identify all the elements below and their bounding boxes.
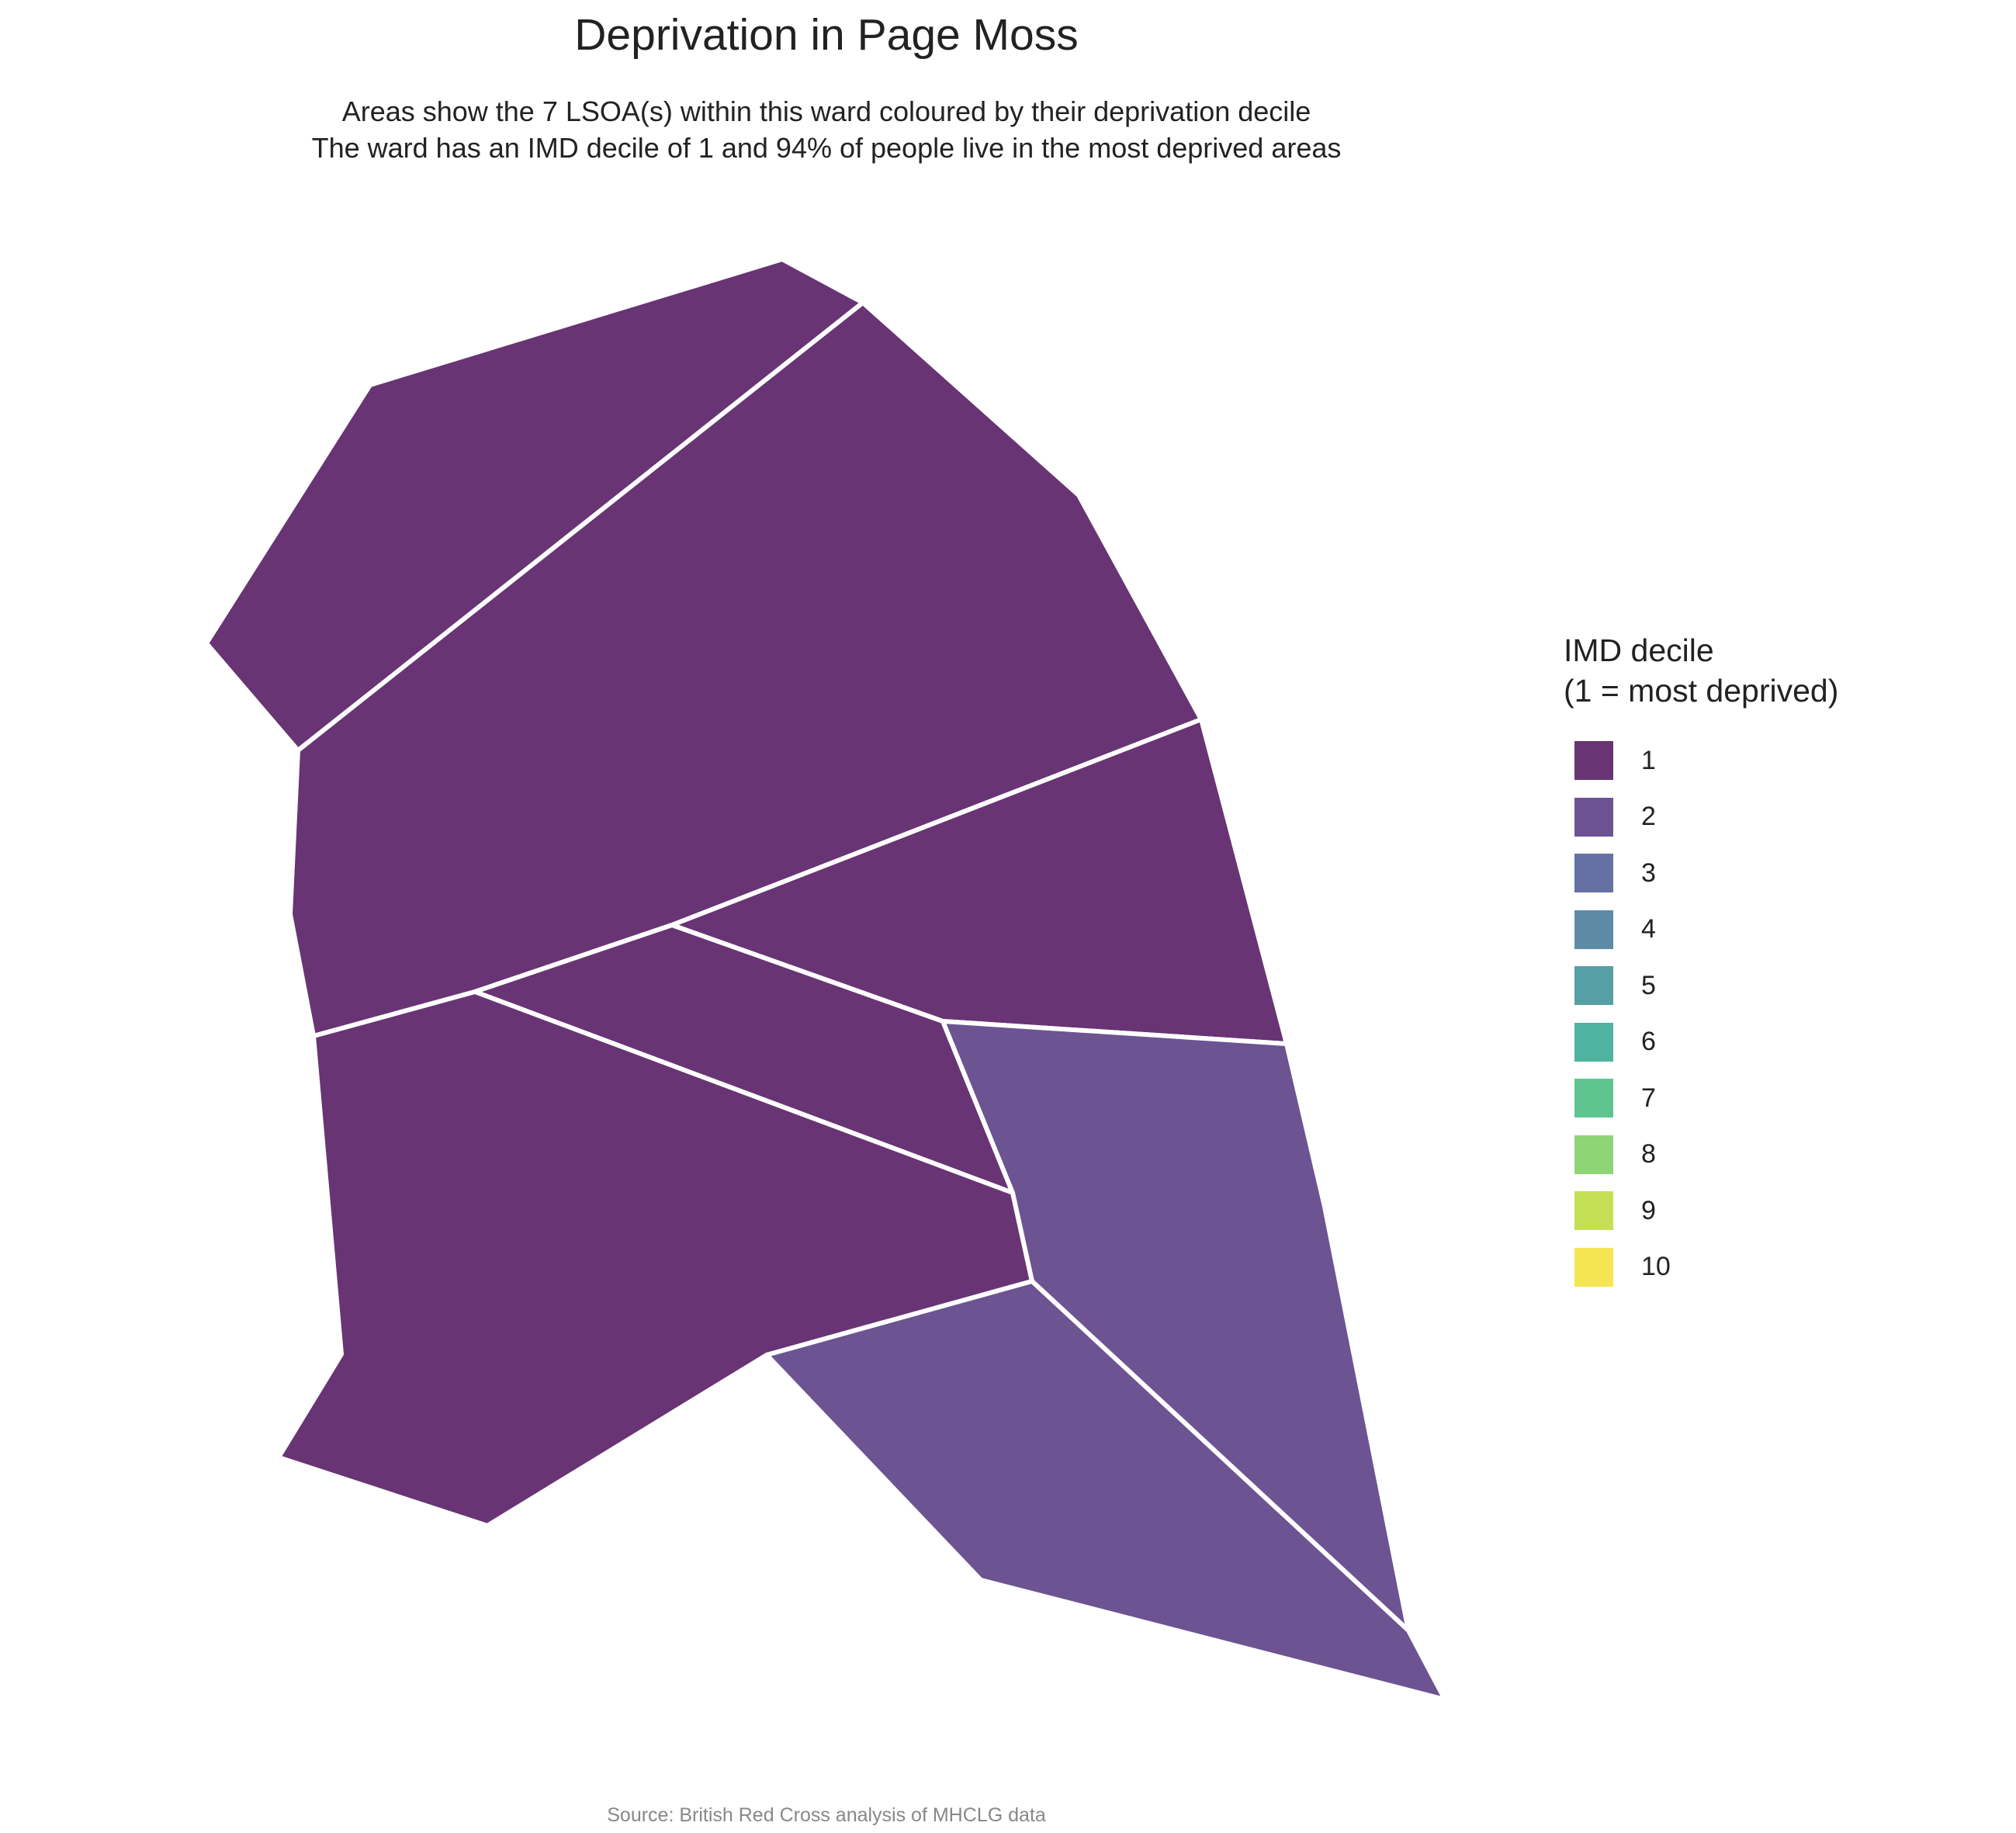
legend-swatch <box>1574 1191 1613 1231</box>
legend-swatch <box>1574 966 1613 1006</box>
legend-swatch <box>1574 910 1613 949</box>
legend-label: 5 <box>1641 970 1656 1000</box>
source-caption: Source: British Red Cross analysis of MH… <box>607 1804 1046 1826</box>
subtitle-line-2: The ward has an IMD decile of 1 and 94% … <box>311 132 1342 164</box>
legend-item-3: 3 <box>1564 845 1838 902</box>
subtitle-line-1: Areas show the 7 LSOA(s) within this war… <box>341 95 1311 127</box>
legend-label: 10 <box>1641 1252 1671 1282</box>
legend: IMD decile (1 = most deprived) 1 2 3 4 5 6 7 8 9… <box>1564 630 1838 1295</box>
legend-swatch <box>1574 741 1613 781</box>
legend-item-2: 2 <box>1564 789 1838 846</box>
legend-item-1: 1 <box>1564 733 1838 789</box>
legend-swatch <box>1574 1079 1613 1118</box>
legend-label: 7 <box>1641 1083 1656 1113</box>
legend-label: 6 <box>1641 1027 1656 1057</box>
legend-label: 4 <box>1641 914 1656 944</box>
legend-swatch <box>1574 797 1613 837</box>
lsoa-area-north[interactable] <box>204 257 865 753</box>
legend-label: 8 <box>1641 1139 1656 1169</box>
legend-label: 9 <box>1641 1195 1656 1225</box>
legend-label: 3 <box>1641 858 1656 888</box>
lsoa-area-southeast-lower[interactable] <box>764 1279 1447 1702</box>
legend-label: 1 <box>1641 745 1656 775</box>
legend-label: 2 <box>1641 802 1656 832</box>
legend-title-line-2: (1 = most deprived) <box>1564 673 1839 709</box>
legend-swatch <box>1574 854 1613 893</box>
legend-swatch <box>1574 1247 1613 1287</box>
legend-item-9: 9 <box>1564 1183 1838 1239</box>
legend-items: 1 2 3 4 5 6 7 8 9 10 <box>1564 733 1838 1295</box>
page-title: Deprivation in Page Moss <box>574 10 1079 60</box>
legend-item-5: 5 <box>1564 958 1838 1014</box>
legend-item-7: 7 <box>1564 1070 1838 1127</box>
legend-item-6: 6 <box>1564 1014 1838 1071</box>
legend-item-10: 10 <box>1564 1239 1838 1296</box>
legend-item-8: 8 <box>1564 1127 1838 1183</box>
legend-swatch <box>1574 1022 1613 1062</box>
legend-swatch <box>1574 1135 1613 1174</box>
legend-title-line-1: IMD decile <box>1564 632 1714 668</box>
legend-item-4: 4 <box>1564 902 1838 958</box>
legend-title: IMD decile (1 = most deprived) <box>1564 630 1838 711</box>
